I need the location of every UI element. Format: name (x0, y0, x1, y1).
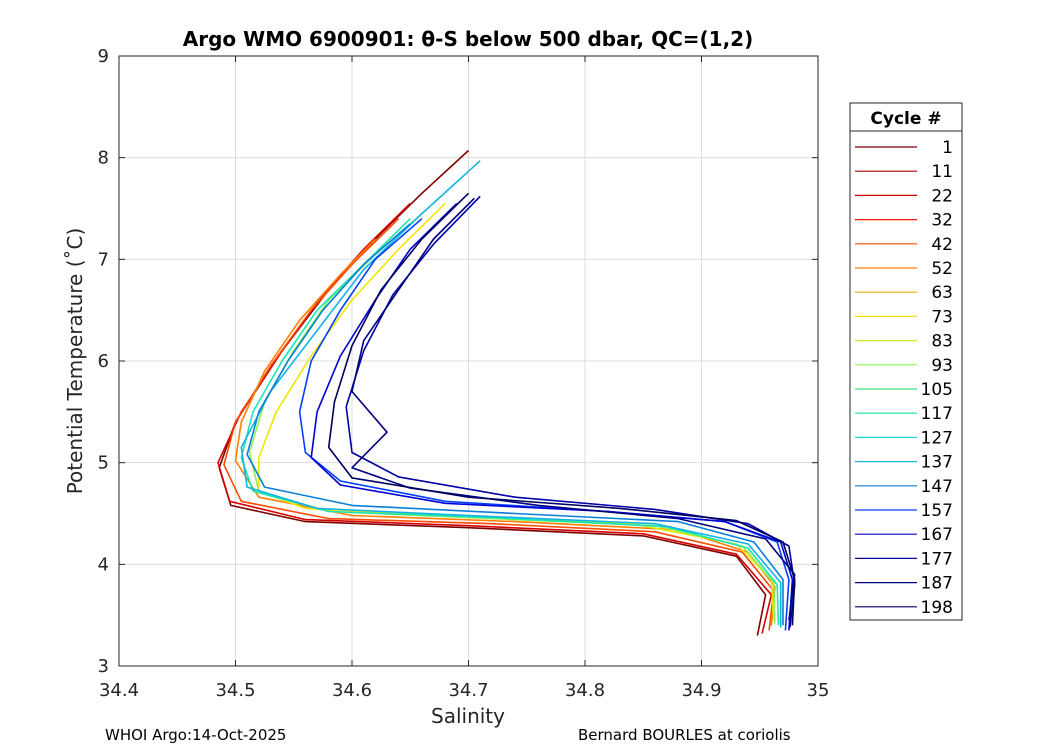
y-tick-label: 3 (98, 656, 109, 677)
legend: Cycle # 11122324252637383931051171271371… (849, 102, 963, 621)
legend-label-167: 167 (921, 525, 953, 545)
legend-label-11: 11 (931, 162, 953, 182)
series-line-13 (351, 197, 796, 621)
series-line-9 (246, 223, 784, 626)
footer-left: WHOI Argo:14-Oct-2025 (105, 726, 286, 744)
legend-label-157: 157 (921, 501, 953, 521)
series-line-12 (345, 195, 796, 628)
x-tick-label: 34.4 (99, 680, 139, 701)
y-axis-label: Potential Temperature (˚C) (63, 228, 87, 495)
legend-label-198: 198 (921, 598, 953, 618)
series-line-3 (223, 218, 775, 631)
legend-label-1: 1 (942, 138, 953, 158)
footer-right: Bernard BOURLES at coriolis (578, 726, 791, 744)
series-group (217, 149, 796, 636)
y-tick-label: 8 (98, 148, 109, 169)
legend-label-32: 32 (931, 211, 953, 231)
y-axis-ticks: 3 4 5 6 7 8 9 (98, 46, 818, 677)
chart-title: Argo WMO 6900901: θ-S below 500 dbar, QC… (183, 27, 753, 51)
legend-label-187: 187 (921, 574, 953, 594)
legend-label-73: 73 (931, 307, 953, 327)
legend-label-93: 93 (931, 356, 953, 376)
legend-entries: 1112232425263738393105117127137147157167… (855, 138, 953, 618)
legend-title: Cycle # (870, 109, 941, 129)
legend-label-177: 177 (921, 549, 953, 569)
legend-label-22: 22 (931, 186, 953, 206)
x-tick-label: 34.9 (681, 680, 721, 701)
series-line-14 (327, 192, 796, 626)
y-tick-label: 9 (98, 46, 109, 67)
legend-label-137: 137 (921, 453, 953, 473)
x-axis-ticks: 34.4 34.5 34.6 34.7 34.8 34.9 35 (99, 56, 829, 701)
series-line-7 (240, 218, 780, 626)
plot-area: 34.4 34.5 34.6 34.7 34.8 34.9 35 3 4 5 6 7 8 9 (98, 46, 830, 701)
x-axis-label: Salinity (431, 704, 505, 728)
legend-label-117: 117 (921, 404, 953, 424)
legend-label-147: 147 (921, 477, 953, 497)
x-tick-label: 34.8 (565, 680, 605, 701)
x-tick-label: 35 (807, 680, 830, 701)
y-tick-label: 4 (98, 554, 109, 575)
legend-label-42: 42 (931, 235, 953, 255)
legend-label-63: 63 (931, 283, 953, 303)
x-tick-label: 34.5 (215, 680, 255, 701)
y-tick-label: 7 (98, 249, 109, 270)
legend-label-52: 52 (931, 259, 953, 279)
x-tick-label: 34.7 (448, 680, 488, 701)
legend-label-127: 127 (921, 428, 953, 448)
y-tick-label: 6 (98, 351, 109, 372)
x-tick-label: 34.6 (332, 680, 372, 701)
series-line-8 (240, 160, 782, 628)
legend-label-83: 83 (931, 332, 953, 352)
series-line-10 (298, 218, 790, 631)
legend-label-105: 105 (921, 380, 953, 400)
y-tick-label: 5 (98, 453, 109, 474)
